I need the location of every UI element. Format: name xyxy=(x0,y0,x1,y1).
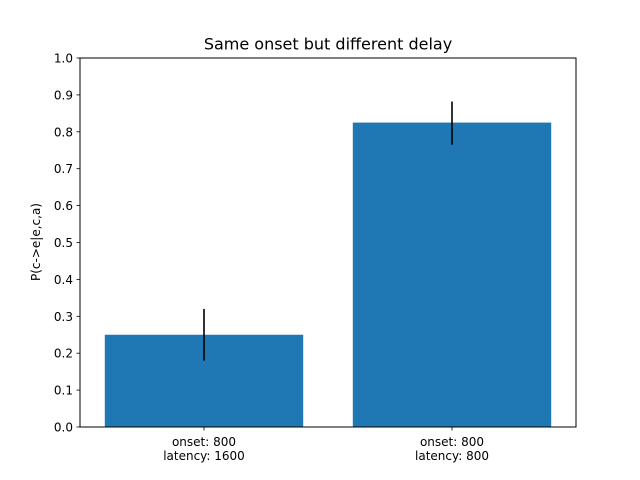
y-tick-label: 0.7 xyxy=(54,162,73,176)
y-axis-label: P(c->e|e,c,a) xyxy=(29,203,43,281)
y-tick-label: 0.1 xyxy=(54,384,73,398)
y-tick-label: 0.8 xyxy=(54,125,73,139)
y-tick-label: 0.5 xyxy=(54,236,73,250)
x-tick-label: latency: 800 xyxy=(415,449,489,463)
y-tick-label: 0.6 xyxy=(54,199,73,213)
x-tick-label: latency: 1600 xyxy=(163,449,245,463)
y-tick-label: 0.4 xyxy=(54,273,73,287)
y-tick-label: 0.9 xyxy=(54,88,73,102)
y-tick-label: 1.0 xyxy=(54,52,73,66)
bar xyxy=(352,122,552,427)
plot-frame xyxy=(79,57,577,428)
y-tick-label: 0.0 xyxy=(54,421,73,435)
x-tick-label: onset: 800 xyxy=(172,435,236,449)
y-tick-label: 0.2 xyxy=(54,347,73,361)
x-tick-label: onset: 800 xyxy=(420,435,484,449)
chart-title: Same onset but different delay xyxy=(204,35,452,54)
y-tick-label: 0.3 xyxy=(54,310,73,324)
